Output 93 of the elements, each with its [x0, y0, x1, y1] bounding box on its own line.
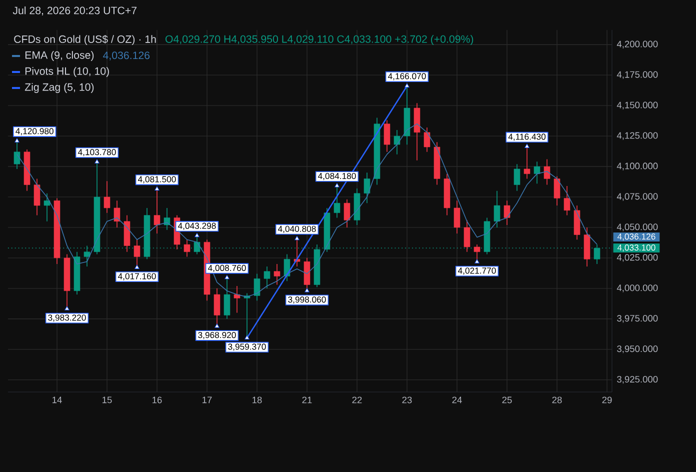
data-label: 4,021.770 — [458, 268, 496, 275]
ref-line-label: 4,033.100 — [617, 244, 656, 252]
candlestick — [254, 273, 260, 301]
legend-label: Pivots HL (10, 10) — [25, 67, 109, 77]
candlestick — [394, 130, 400, 155]
point — [64, 306, 70, 310]
legend-label: EMA (9, close) — [25, 51, 94, 61]
x-tick-label: 29 — [602, 396, 612, 404]
data-label: 3,959.370 — [228, 344, 266, 351]
candlestick — [234, 286, 240, 314]
y-tick-label: 4,150.000 — [616, 102, 658, 110]
candlestick — [504, 200, 510, 226]
candlestick — [224, 277, 230, 320]
candlestick — [424, 127, 430, 152]
text: Jul 28, 2026 20:23 UTC+7 — [12, 6, 136, 16]
y-tick-label: 4,075.000 — [616, 193, 658, 201]
point — [404, 83, 410, 88]
y-tick-label: 4,025.000 — [616, 254, 658, 262]
candlestick — [474, 244, 480, 262]
point — [244, 335, 250, 340]
x-tick-label: 15 — [102, 396, 112, 404]
candlestick — [534, 161, 540, 184]
x-tick-label: 16 — [152, 396, 162, 404]
y-tick-label: 4,200.000 — [616, 40, 658, 48]
data-label: 4,040.808 — [278, 226, 316, 233]
point — [304, 288, 310, 292]
point — [94, 159, 100, 164]
y-tick-label: 4,175.000 — [616, 71, 658, 79]
x-tick-label: 18 — [252, 396, 262, 404]
candlestick — [304, 258, 310, 292]
candlestick — [164, 208, 170, 230]
candlestick — [554, 176, 560, 206]
legend-label: Zig Zag (5, 10) — [24, 83, 94, 93]
x-tick-label: 23 — [402, 396, 412, 404]
point — [134, 264, 140, 269]
x-tick-label: 25 — [502, 396, 512, 404]
y-tick-label: 4,100.000 — [616, 162, 658, 170]
candlestick — [494, 190, 500, 228]
candlestick — [114, 200, 120, 228]
chart-title: CFDs on Gold (US$ / OZ) · 1h — [14, 34, 156, 46]
data-label: 4,043.298 — [178, 222, 216, 230]
point — [524, 144, 530, 148]
data-label: 4,166.070 — [388, 73, 426, 80]
candlestick — [184, 239, 190, 258]
point — [334, 183, 340, 188]
text: 4,036.126 — [617, 233, 656, 241]
candlestick — [214, 288, 220, 327]
x-tick-label: 14 — [52, 396, 62, 404]
x-tick-label: 17 — [202, 396, 212, 404]
candlestick — [514, 164, 520, 192]
point — [224, 275, 230, 280]
point — [14, 138, 20, 142]
data-label: 4,017.160 — [118, 273, 156, 280]
candlestick — [364, 172, 370, 204]
point — [154, 186, 160, 191]
data-label: 3,998.060 — [288, 296, 326, 304]
candlestick — [384, 120, 390, 152]
point — [294, 236, 300, 240]
candlestick — [44, 192, 50, 222]
candlestick — [134, 239, 140, 268]
candlestick — [274, 264, 280, 286]
data-label: 3,968.920 — [198, 332, 236, 340]
y-tick-label: 4,050.000 — [616, 224, 658, 232]
data-label: 3,983.220 — [48, 314, 86, 322]
x-tick-label: 21 — [302, 396, 312, 404]
data-label: 4,081.500 — [138, 176, 176, 184]
y-tick-label: 4,125.000 — [616, 132, 658, 140]
y-tick-label: 3,950.000 — [617, 346, 658, 354]
data-label: 4,103.780 — [78, 149, 116, 156]
point — [194, 232, 200, 238]
annotation: 4,036.126 — [103, 52, 150, 60]
x-tick-label: 22 — [352, 396, 362, 404]
data-label: 4,084.180 — [318, 172, 356, 180]
candlestick — [564, 186, 570, 216]
y-tick-label: 4,000.000 — [616, 284, 658, 292]
candlestick — [454, 200, 460, 234]
point — [474, 259, 480, 264]
candlestick — [34, 178, 40, 216]
candlestick — [264, 266, 270, 289]
data-label: 4,008.760 — [208, 264, 246, 272]
data-label: 4,116.430 — [508, 134, 546, 141]
chart-subtitle: O4,029.270 H4,035.950 L4,029.110 C4,033.100 +3.702 (+0.09%) — [166, 35, 474, 45]
candlestick — [464, 220, 470, 252]
point — [214, 324, 220, 328]
candlestick — [104, 180, 110, 214]
y-tick-label: 3,975.000 — [617, 315, 658, 323]
candlestick — [344, 199, 350, 228]
candlestick — [334, 185, 340, 218]
candlestick — [544, 158, 550, 186]
x-tick-label: 28 — [552, 396, 562, 404]
data-label: 4,120.980 — [16, 128, 54, 136]
y-tick-label: 3,925.000 — [617, 376, 658, 384]
x-tick-label: 24 — [452, 396, 462, 404]
